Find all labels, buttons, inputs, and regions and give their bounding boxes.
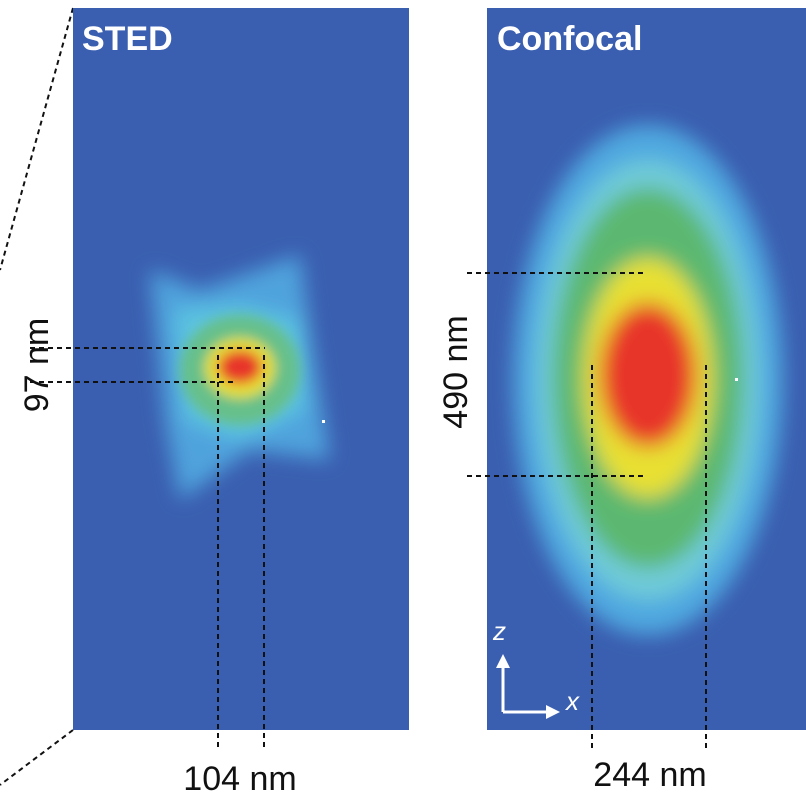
width-label: 244 nm	[593, 756, 706, 794]
width-label: 104 nm	[183, 760, 296, 794]
panel-label: STED	[82, 20, 173, 58]
zoom-line	[0, 730, 73, 785]
axis-label: x	[564, 686, 580, 716]
axis-label: z	[492, 616, 506, 646]
sted-image	[73, 8, 409, 730]
confocal-image	[487, 8, 806, 730]
zoom-line	[0, 8, 73, 270]
panel-label: Confocal	[497, 20, 642, 58]
figure: STED Confocal z x 97 nm 104 nm 490 nm 24…	[0, 0, 806, 794]
height-label: 97 nm	[18, 318, 56, 413]
height-label: 490 nm	[437, 315, 475, 428]
